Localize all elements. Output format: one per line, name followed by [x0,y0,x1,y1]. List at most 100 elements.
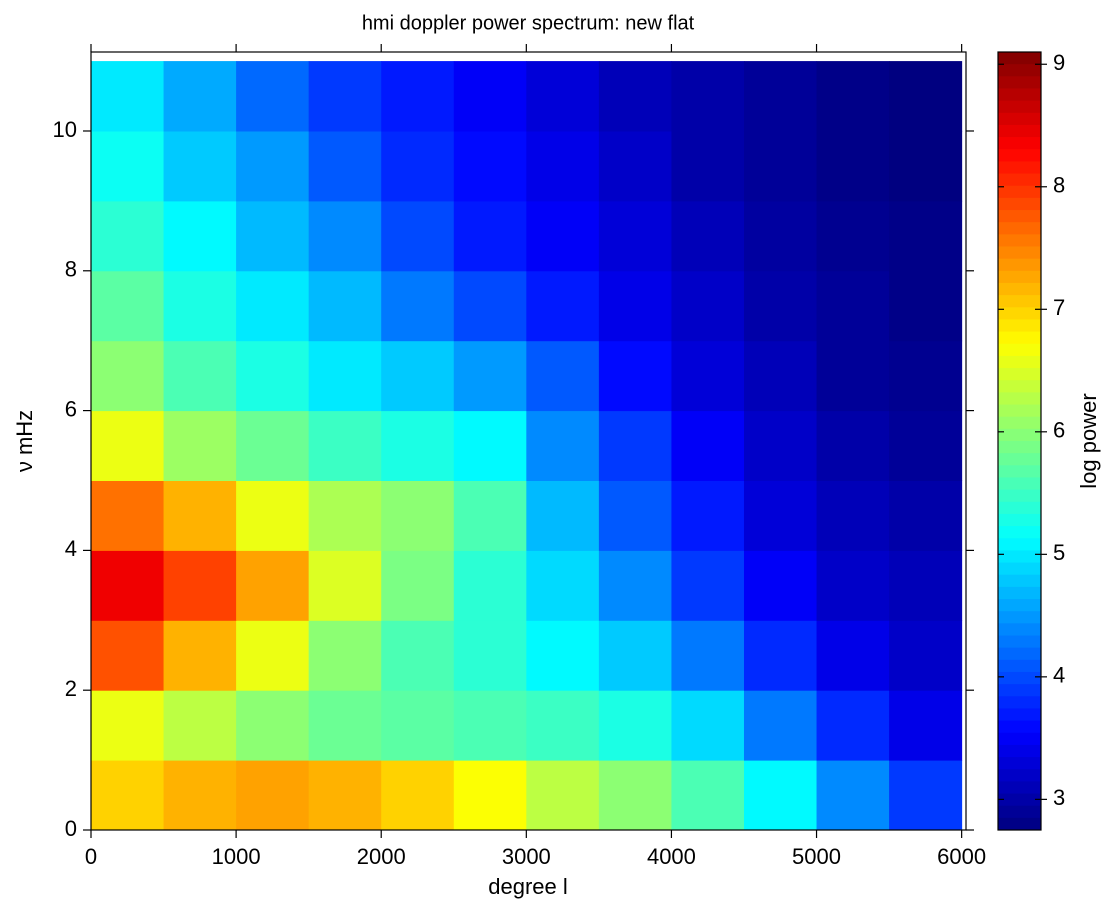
colorbar-swatch [998,696,1041,709]
heat-cell [743,620,818,691]
heat-cell [889,550,963,621]
heat-cell [91,410,165,481]
heat-cell [308,410,382,481]
heat-cell [91,620,165,691]
heat-cell [526,270,600,342]
x-tick-label: 2000 [357,844,406,869]
heat-cell [236,480,310,551]
colorbar-swatch [998,88,1041,102]
heat-cell [816,620,890,691]
colorbar-swatch [998,732,1041,746]
heat-cell [598,690,672,761]
heat-cell [743,410,818,481]
colorbar-swatch [998,659,1041,673]
heat-cell [163,550,237,621]
heat-cell [91,690,165,761]
colorbar-swatch [998,185,1041,199]
colorbar-swatch [998,295,1041,308]
heat-cell [526,130,600,202]
heat-cell [598,61,672,132]
heat-cell [816,550,890,621]
colorbar-swatch [998,708,1041,722]
plot-frame [90,51,967,831]
heat-cell [743,130,818,202]
heat-cell [236,410,310,481]
colorbar-swatch [998,538,1041,551]
colorbar-swatch [998,805,1041,819]
colorbar-tick-label: 3 [1053,785,1065,810]
heat-cell [671,130,745,202]
colorbar-label: log power [1076,393,1101,488]
heat-cell [453,130,527,202]
colorbar-swatch [998,453,1041,466]
colorbar-tick-label: 5 [1053,540,1065,565]
colorbar-tick-label: 4 [1053,663,1065,688]
heat-cell [889,61,963,132]
heat-cell [163,760,237,831]
heat-cell [236,200,310,272]
colorbar-swatch [998,124,1041,138]
heat-cell [816,61,890,132]
heat-cell [526,620,600,691]
heat-cell [163,690,237,761]
heat-cell [526,690,600,761]
colorbar-tick-label: 8 [1053,173,1065,198]
heat-cell [743,340,818,412]
heat-cell [526,760,600,831]
heat-cell [671,61,745,132]
heat-cell [381,690,455,761]
heat-cell [671,480,745,551]
colorbar-swatch [998,611,1041,624]
heat-cell [381,200,455,272]
colorbar-swatch [998,817,1041,831]
colorbar-swatch [998,112,1041,126]
heat-cell [453,690,527,761]
heat-cell [308,550,382,621]
heat-cell [598,130,672,202]
heat-cell [236,270,310,342]
heat-cell [381,550,455,621]
heat-cell [453,620,527,691]
heat-cell [236,550,310,621]
heat-cell [381,760,455,831]
heat-cell [91,61,165,132]
heat-cell [236,690,310,761]
chart-title: hmi doppler power spectrum: new flat [362,12,695,34]
colorbar-swatch [998,526,1041,539]
colorbar-swatch [998,781,1041,795]
heat-cell [453,340,527,412]
colorbar-swatch [998,343,1041,357]
colorbar-swatch [998,574,1041,588]
colorbar-swatch [998,52,1041,65]
y-tick-label: 10 [53,117,77,142]
heat-cell [816,270,890,342]
colorbar-swatch [998,428,1041,442]
colorbar-swatch [998,173,1041,187]
colorbar-tick-label: 7 [1053,295,1065,320]
heat-cell [598,620,672,691]
heat-cell [163,480,237,551]
colorbar-swatch [998,416,1041,430]
heat-cell [91,550,165,621]
heat-cell [236,61,310,132]
colorbar-swatch [998,161,1041,175]
heat-cell [526,61,600,132]
heat-cell [671,620,745,691]
heat-cell [163,410,237,481]
heat-cell [598,480,672,551]
colorbar-swatch [998,404,1041,418]
heat-cell [308,200,382,272]
heat-cell [598,410,672,481]
heat-cell [526,550,600,621]
heat-cell [889,130,963,202]
heat-cell [526,480,600,551]
heat-cell [91,340,165,412]
heat-cell [91,270,165,342]
heat-cell [308,130,382,202]
x-tick-label: 3000 [502,844,551,869]
heat-cell [743,480,818,551]
heat-cell [163,61,237,132]
heat-cell [743,270,818,342]
colorbar-swatch [998,562,1041,576]
